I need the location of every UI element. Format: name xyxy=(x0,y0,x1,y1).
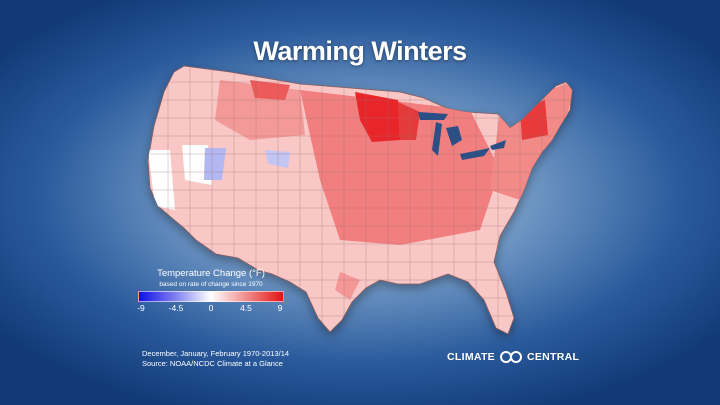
region-strong-warming-wisconsin xyxy=(398,102,420,140)
region-moderate-warming-gulf xyxy=(335,272,360,300)
climate-central-logo: CLIMATE CENTRAL xyxy=(447,349,579,365)
legend-tick: -4.5 xyxy=(168,303,184,313)
logo-rings-icon xyxy=(498,351,524,363)
color-legend: Temperature Change (°F) based on rate of… xyxy=(137,268,284,314)
region-strong-warming-minnesota xyxy=(355,92,400,142)
region-strong-warming-montana xyxy=(250,80,290,100)
legend-ticks: -9 -4.5 0 4.5 9 xyxy=(137,302,284,314)
great-lakes xyxy=(418,112,506,160)
logo-text-left: CLIMATE xyxy=(447,351,495,363)
source-date-range: December, January, February 1970-2013/14 xyxy=(142,349,290,358)
legend-tick: 0 xyxy=(208,303,214,313)
page-title: Warming Winters xyxy=(253,36,467,66)
legend-tick: 4.5 xyxy=(240,303,252,313)
source-attribution: Source: NOAA/NCDC Climate at a Glance xyxy=(142,359,283,368)
legend-tick: 9 xyxy=(277,303,283,313)
region-moderate-warming-northeast xyxy=(490,80,572,200)
region-strong-warming-new-england xyxy=(520,100,548,140)
logo-text-right: CENTRAL xyxy=(526,351,580,363)
region-cooling-wyoming xyxy=(265,150,290,168)
legend-subtitle: based on rate of change since 1970 xyxy=(159,281,263,288)
legend-tick: -9 xyxy=(137,303,145,313)
region-no-change-california xyxy=(148,150,175,210)
legend-title: Temperature Change (°F) xyxy=(157,268,265,279)
legend-color-bar xyxy=(138,291,284,302)
source-note: December, January, February 1970-2013/14… xyxy=(142,349,289,369)
